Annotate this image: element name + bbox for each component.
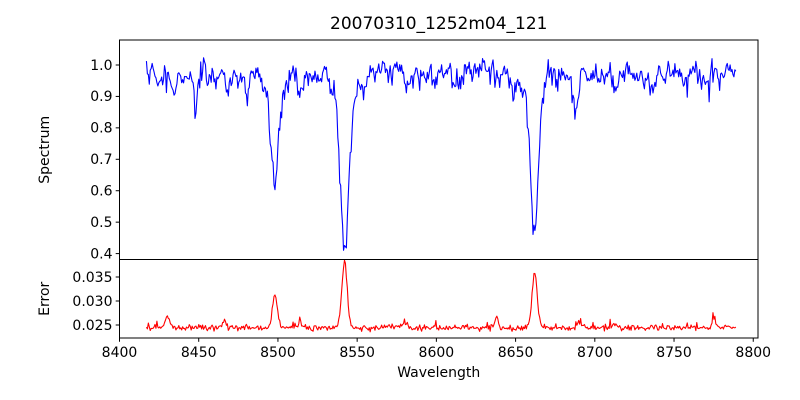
spectrum-y-tick-label: 0.8 xyxy=(90,121,112,137)
error-y-tick-label: 0.035 xyxy=(72,270,112,286)
x-tick-label: 8500 xyxy=(260,345,296,361)
error-y-tick-label: 0.025 xyxy=(72,318,112,334)
x-tick-label: 8600 xyxy=(419,345,455,361)
spectrum-y-axis-label: Spectrum xyxy=(37,116,53,184)
spectrum-y-tick-label: 1.0 xyxy=(90,58,112,74)
chart-title: 20070310_1252m04_121 xyxy=(330,14,547,34)
spectrum-y-tick-label: 0.4 xyxy=(90,246,112,262)
spectrum-y-tick-label: 0.5 xyxy=(90,215,112,231)
error-y-axis-label: Error xyxy=(37,281,53,315)
error-line xyxy=(145,259,737,333)
x-tick-label: 8450 xyxy=(181,345,217,361)
spectrum-y-tick-label: 0.9 xyxy=(90,89,112,105)
spectrum-line xyxy=(145,57,737,251)
x-tick-label: 8400 xyxy=(102,345,138,361)
x-tick-label: 8800 xyxy=(735,345,771,361)
error-y-tick-label: 0.030 xyxy=(72,294,112,310)
x-tick-label: 8750 xyxy=(656,345,692,361)
error-panel-frame xyxy=(119,259,759,339)
x-axis-label: Wavelength xyxy=(397,365,480,381)
axis-ticks: 8400 8450 8500 8550 8600 8650 8700 8750 8800 0.4 0… xyxy=(72,58,771,361)
spectrum-y-tick-label: 0.6 xyxy=(90,184,112,200)
spectrum-y-tick-label: 0.7 xyxy=(90,152,112,168)
x-tick-label: 8550 xyxy=(339,345,375,361)
x-tick-label: 8650 xyxy=(498,345,534,361)
x-tick-label: 8700 xyxy=(577,345,613,361)
